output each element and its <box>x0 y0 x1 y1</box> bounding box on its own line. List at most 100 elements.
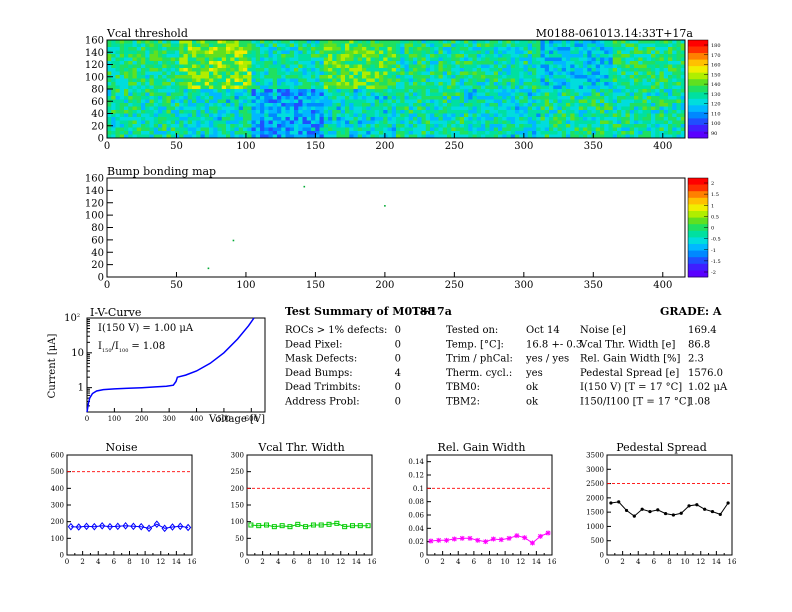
vcal-cell <box>642 78 648 83</box>
vcal-cell <box>119 134 125 139</box>
vcal-cell <box>162 71 167 76</box>
vcal-cell <box>651 50 656 55</box>
vcal-cell <box>655 106 660 111</box>
vcal-cell <box>226 61 231 65</box>
y-tick-label: 140 <box>85 186 104 197</box>
vcal-cell <box>523 110 529 114</box>
vcal-cell <box>119 103 125 107</box>
vcal-cell <box>217 54 223 58</box>
vcal-cell <box>498 68 503 72</box>
vcal-cell <box>196 131 201 135</box>
vcal-cell <box>183 120 189 125</box>
vcal-cell <box>268 61 274 65</box>
vcal-cell <box>570 103 575 107</box>
vcal-cell <box>561 57 567 62</box>
vcal-cell <box>362 64 367 69</box>
vcal-cell <box>264 40 269 44</box>
vcal-cell <box>370 89 376 93</box>
vcal-cell <box>192 103 197 107</box>
vcal-cell <box>196 113 201 118</box>
vcal-cell <box>349 117 354 121</box>
vcal-cell <box>264 71 269 76</box>
vcal-cell <box>442 103 448 107</box>
vcal-cell <box>302 110 308 114</box>
vcal-cell <box>430 82 435 86</box>
vcal-cell <box>383 82 388 86</box>
vcal-cell <box>583 117 588 121</box>
vcal-cell <box>119 82 125 86</box>
vcal-cell <box>260 117 265 121</box>
vcal-cell <box>196 117 201 121</box>
vcal-cell <box>451 117 456 121</box>
vcal-cell <box>425 57 431 62</box>
vcal-cell <box>234 131 240 135</box>
vcal-cell <box>523 120 529 125</box>
vcal-cell <box>417 61 422 65</box>
vcal-cell <box>659 47 665 51</box>
vcal-cell <box>374 99 380 104</box>
vcal-cell <box>209 75 214 79</box>
vcal-cell <box>379 64 384 69</box>
y-tick-label: 600 <box>51 452 64 460</box>
vcal-cell <box>234 54 240 58</box>
vcal-cell <box>289 54 295 58</box>
vcal-cell <box>455 120 461 125</box>
vcal-cell <box>124 99 129 104</box>
vcal-cell <box>672 85 677 90</box>
y-tick-label: 0.12 <box>408 472 424 480</box>
x-tick-label: 250 <box>445 141 464 152</box>
vcal-cell <box>430 110 435 114</box>
data-point <box>483 539 489 545</box>
vcal-cell <box>646 96 652 100</box>
vcal-cell <box>268 78 274 83</box>
vcal-cell <box>489 71 495 76</box>
vcal-cell <box>519 43 524 48</box>
vcal-cell <box>332 47 337 51</box>
vcal-cell <box>566 127 571 132</box>
vcal-cell <box>332 127 337 132</box>
vcal-cell <box>251 103 257 107</box>
vcal-cell <box>128 131 133 135</box>
vcal-cell <box>115 75 121 79</box>
vcal-cell <box>617 110 622 114</box>
vcal-cell <box>234 47 240 51</box>
vcal-cell <box>642 54 648 58</box>
vcal-cell <box>455 82 461 86</box>
y-tick-label: 3500 <box>586 452 604 460</box>
vcal-cell <box>400 82 405 86</box>
vcal-cell <box>311 113 316 118</box>
vcal-cell <box>519 96 524 100</box>
vcal-cell <box>315 82 320 86</box>
vcal-cell <box>238 47 244 51</box>
vcal-cell <box>345 50 350 55</box>
vcal-cell <box>464 54 469 58</box>
vcal-cell <box>413 134 418 139</box>
vcal-cell <box>472 106 478 111</box>
vcal-cell <box>472 64 478 69</box>
vcal-cell <box>676 54 682 58</box>
vcal-cell <box>115 61 121 65</box>
vcal-cell <box>417 131 422 135</box>
vcal-cell <box>328 71 333 76</box>
vcal-cell <box>251 131 257 135</box>
vcal-cell <box>136 106 142 111</box>
vcal-cell <box>391 117 397 121</box>
vcal-cell <box>366 110 371 114</box>
vcal-cell <box>617 54 622 58</box>
vcal-cell <box>587 110 592 114</box>
vcal-cell <box>540 92 546 97</box>
vcal-cell <box>396 127 401 132</box>
data-point <box>529 540 535 546</box>
vcal-cell <box>447 85 452 90</box>
vcal-cell <box>311 127 316 132</box>
data-point <box>114 522 121 531</box>
vcal-cell <box>162 124 167 128</box>
vcal-cell <box>204 96 210 100</box>
vcal-cell <box>421 78 427 83</box>
vcal-cell <box>243 96 248 100</box>
vcal-cell <box>646 113 652 118</box>
y-tick-label: 0 <box>240 552 244 560</box>
vcal-cell <box>532 106 537 111</box>
vcal-cell <box>179 82 184 86</box>
vcal-cell <box>672 134 677 139</box>
